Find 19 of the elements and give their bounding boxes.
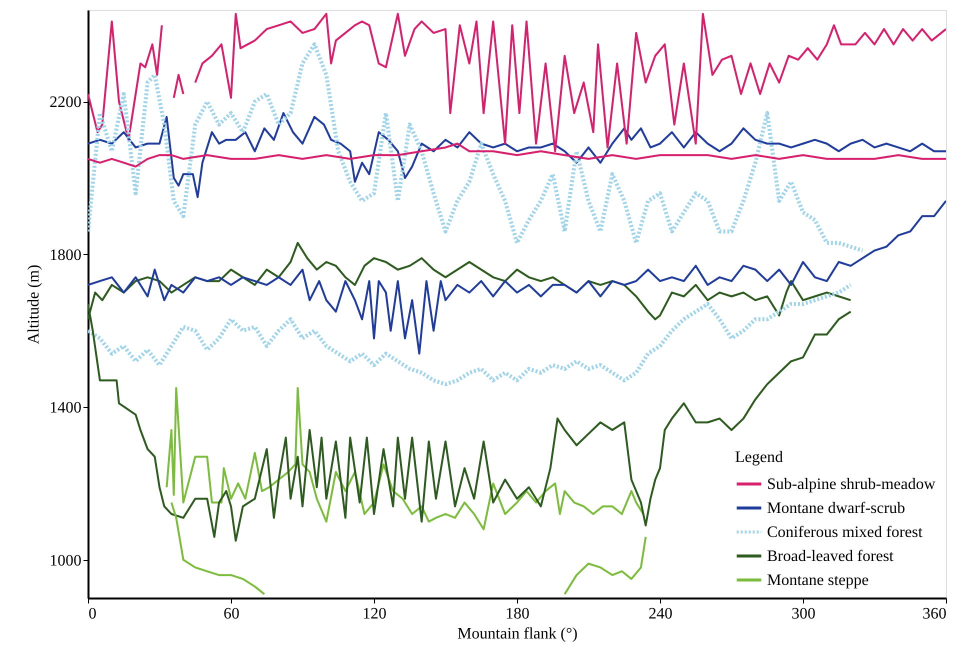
y-tick-label: 1800 <box>50 246 82 264</box>
x-tick-label: 120 <box>362 606 386 622</box>
legend-label: Broad-leaved forest <box>767 548 894 565</box>
x-tick-label: 0 <box>88 606 96 622</box>
x-axis-title: Mountain flank (°) <box>457 626 578 642</box>
y-tick-label: 1000 <box>50 552 82 570</box>
legend-title: Legend <box>735 449 783 466</box>
x-tick-label: 240 <box>648 606 672 622</box>
legend-label: Sub-alpine shrub-meadow <box>767 476 936 493</box>
x-tick-label: 300 <box>792 606 816 622</box>
x-tick-label: 180 <box>506 606 530 622</box>
x-tick-label: 360 <box>922 606 946 622</box>
legend-label: Coniferous mixed forest <box>767 524 924 541</box>
y-tick-label: 2200 <box>50 94 82 112</box>
legend-label: Montane steppe <box>767 572 869 589</box>
x-tick-label: 60 <box>224 606 240 622</box>
y-axis-title: Altitude (m) <box>26 264 42 344</box>
y-tick-label: 1400 <box>50 400 82 417</box>
legend-label: Montane dwarf-scrub <box>767 500 906 517</box>
